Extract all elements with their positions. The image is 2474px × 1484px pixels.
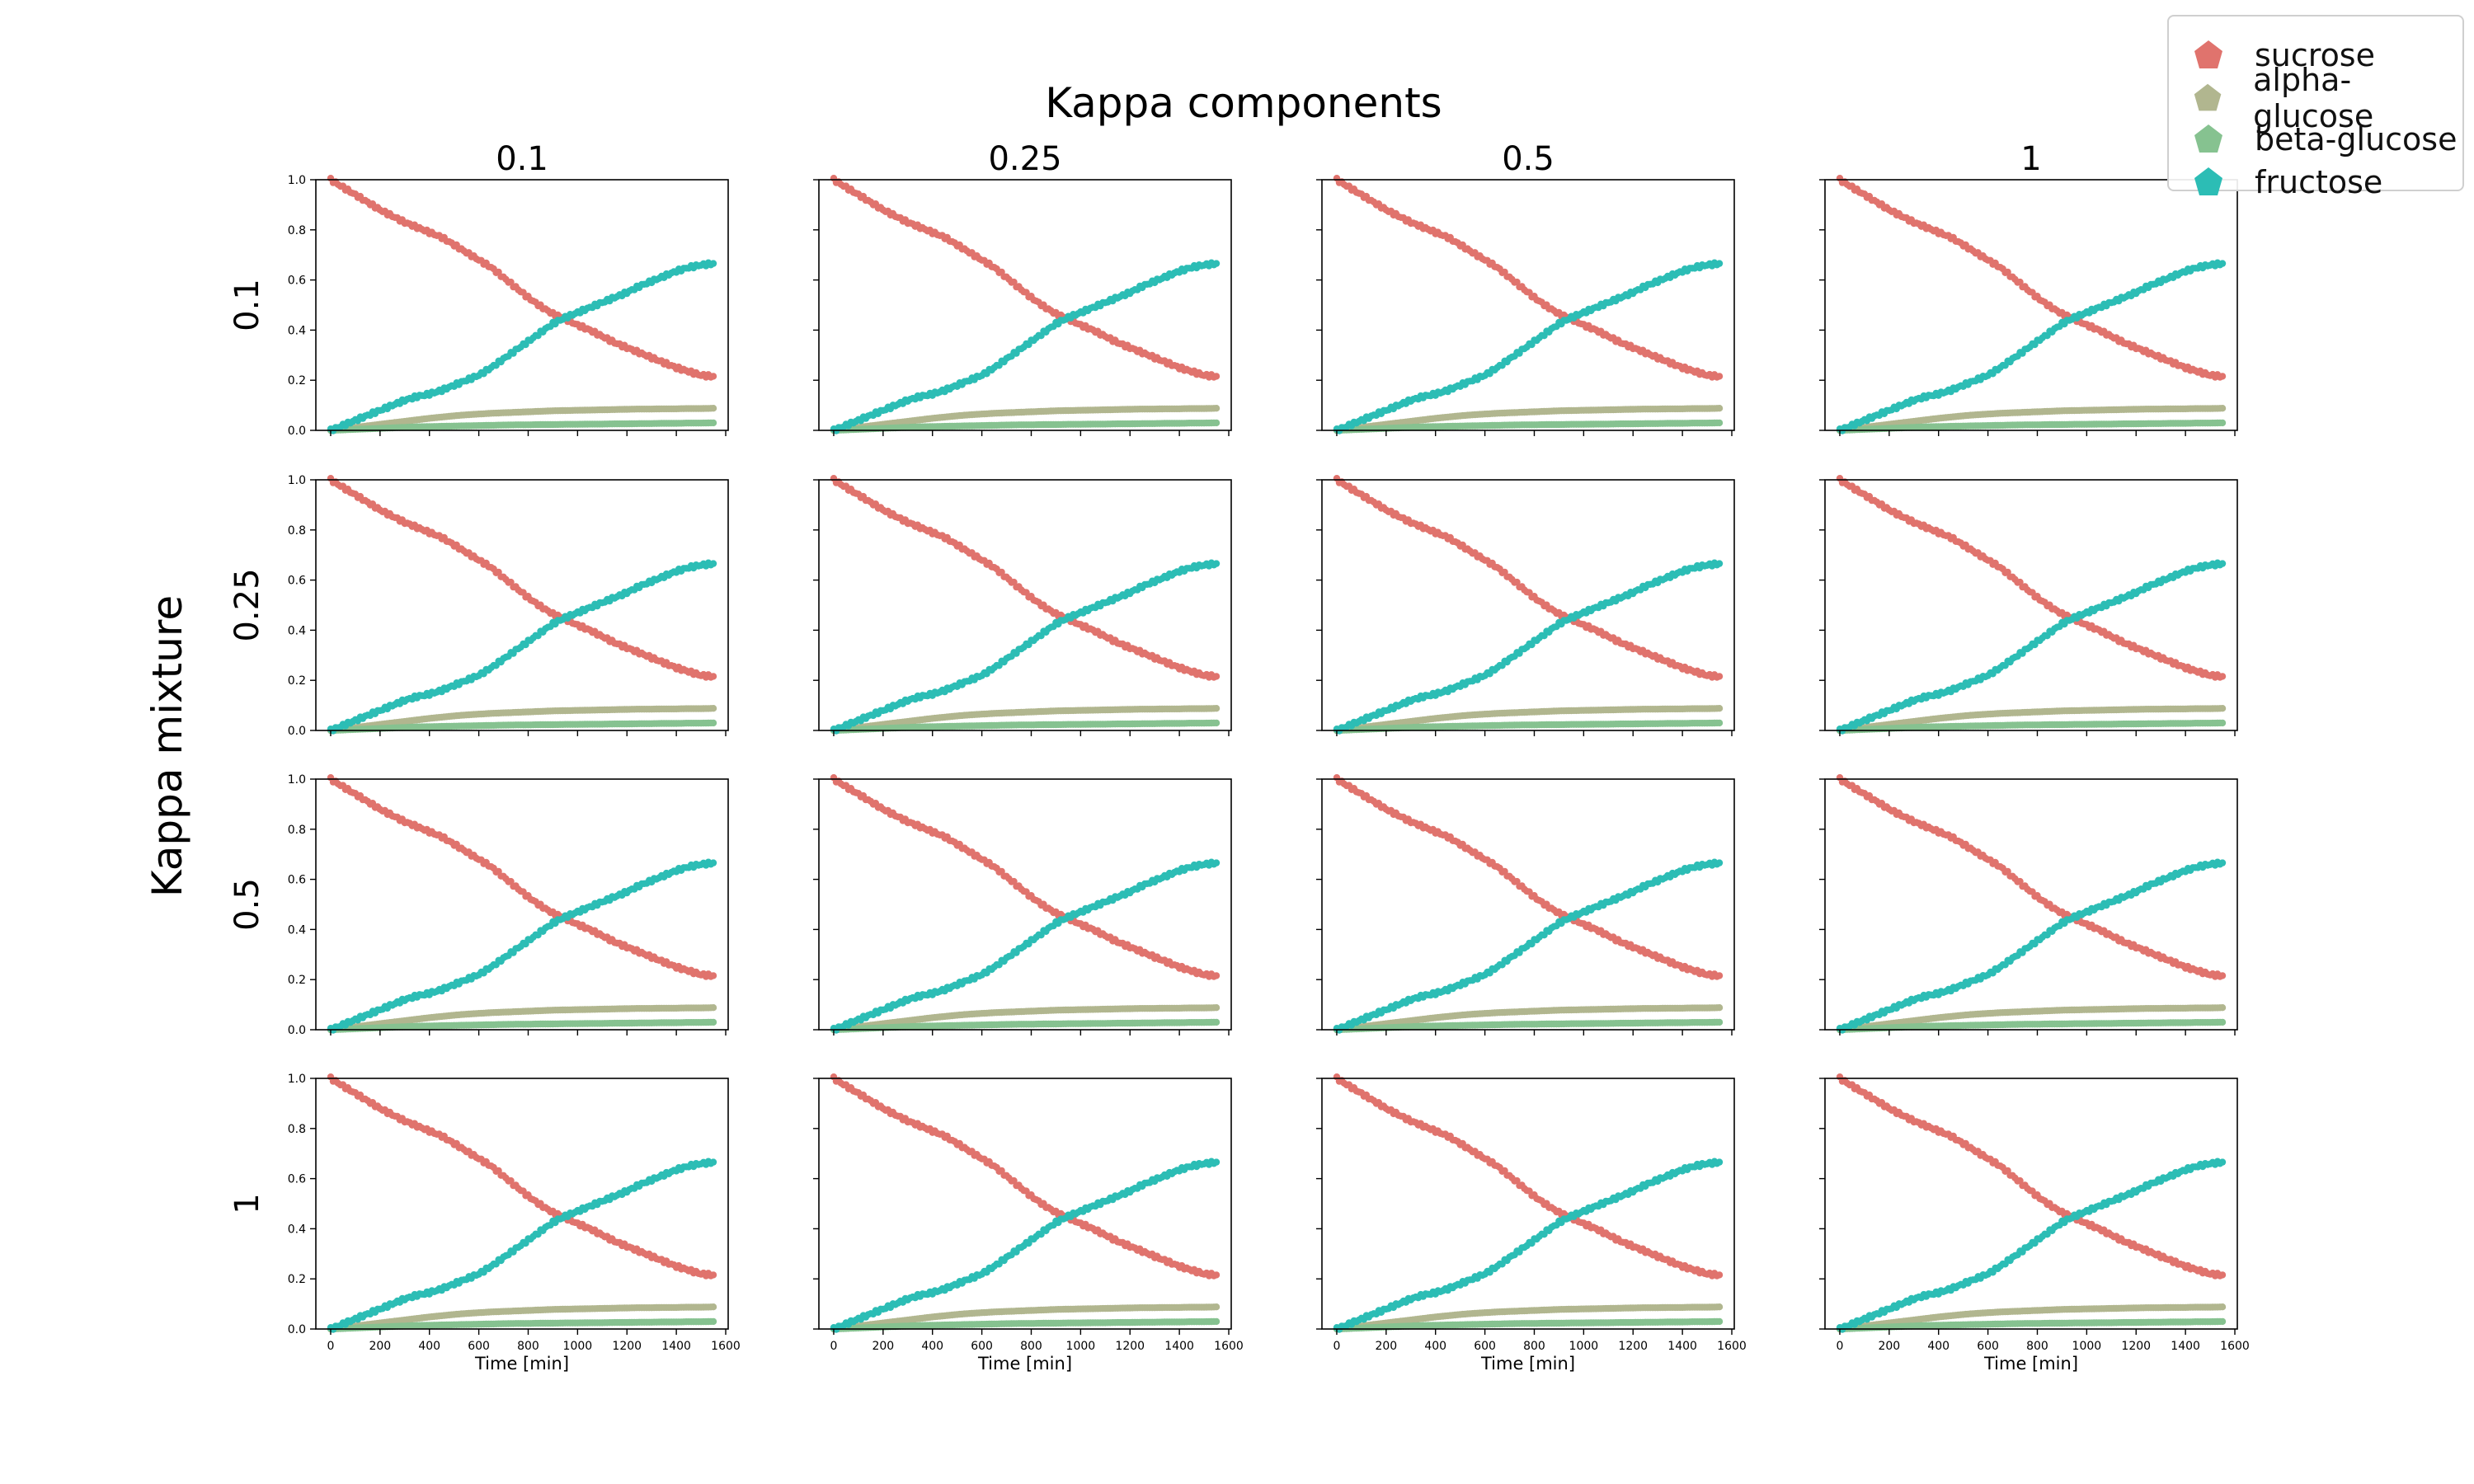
data-point bbox=[1212, 260, 1221, 267]
data-point bbox=[709, 405, 717, 412]
y-tick-label: 0.0 bbox=[288, 725, 306, 738]
data-point bbox=[2218, 419, 2227, 427]
data-point bbox=[2218, 405, 2227, 412]
data-point bbox=[1212, 673, 1221, 680]
axes-frame bbox=[818, 479, 1232, 731]
y-tick-label: 0.8 bbox=[288, 224, 306, 237]
series-fructose bbox=[1333, 259, 1724, 434]
subplot-r1-c1: 0.0 0.2 0.4 0.6 0.8 1.0 0.1 0.1 bbox=[228, 140, 729, 438]
data-point bbox=[1715, 405, 1724, 412]
axes-frame bbox=[315, 179, 729, 431]
data-point bbox=[709, 260, 717, 267]
series-fructose bbox=[327, 259, 717, 434]
y-tick-label: 0.2 bbox=[288, 374, 306, 387]
y-tick-label: 1.0 bbox=[288, 174, 306, 187]
y-tick-label: 0.8 bbox=[288, 524, 306, 538]
data-point bbox=[709, 560, 717, 567]
y-tick-label: 0.0 bbox=[288, 425, 306, 438]
data-point bbox=[1212, 405, 1221, 412]
data-point bbox=[2218, 260, 2227, 267]
data-point bbox=[1715, 373, 1724, 380]
y-tick-label: 0.4 bbox=[288, 624, 306, 637]
data-point bbox=[1715, 419, 1724, 427]
data-point bbox=[709, 373, 717, 380]
data-point bbox=[1212, 373, 1221, 380]
data-point bbox=[1715, 705, 1724, 712]
subplot-r2-c1: 0.0 0.2 0.4 0.6 0.8 1.0 0.25 bbox=[228, 474, 729, 738]
row-axis-label: Kappa mixture bbox=[143, 595, 191, 897]
series-sucrose bbox=[327, 175, 717, 381]
data-point bbox=[1715, 560, 1724, 567]
column-title: 0.25 bbox=[988, 140, 1061, 178]
y-tick-label: 0.6 bbox=[288, 275, 306, 288]
data-point bbox=[709, 673, 717, 680]
series-fructose bbox=[830, 259, 1221, 434]
series-sucrose bbox=[830, 175, 1221, 381]
axes-frame bbox=[1321, 479, 1735, 731]
axes-frame bbox=[818, 179, 1232, 431]
series-alpha-glucose bbox=[1333, 405, 1724, 434]
data-point bbox=[1715, 673, 1724, 680]
data-point bbox=[1212, 560, 1221, 567]
axes-frame bbox=[315, 479, 729, 731]
data-point bbox=[1715, 719, 1724, 727]
column-title: 0.1 bbox=[496, 140, 548, 178]
column-title: 1 bbox=[2020, 140, 2041, 178]
row-title: 0.1 bbox=[228, 279, 266, 331]
data-point bbox=[2218, 373, 2227, 380]
data-point bbox=[709, 419, 717, 427]
y-tick-label: 0.4 bbox=[288, 324, 306, 337]
y-tick-label: 0.2 bbox=[288, 674, 306, 688]
axes-frame bbox=[1321, 179, 1735, 431]
data-point bbox=[1212, 419, 1221, 427]
y-tick-label: 0.6 bbox=[288, 575, 306, 588]
data-point bbox=[1212, 705, 1221, 712]
figure-suptitle: Kappa components bbox=[1045, 79, 1442, 127]
row-title: 0.25 bbox=[228, 568, 266, 641]
subplot-r2-c4 bbox=[1819, 475, 2238, 736]
subplot-r2-c3 bbox=[1316, 475, 1735, 736]
subplot-r1-c2: 0.25 bbox=[813, 140, 1232, 436]
subplot-r2-c2 bbox=[813, 475, 1232, 736]
data-point bbox=[709, 705, 717, 712]
column-title: 0.5 bbox=[1502, 140, 1554, 178]
data-point bbox=[709, 719, 717, 727]
axes-frame bbox=[1824, 179, 2238, 431]
data-point bbox=[1715, 260, 1724, 267]
subplot-r1-c3: 0.5 bbox=[1316, 140, 1735, 436]
data-point bbox=[2218, 705, 2227, 712]
data-point bbox=[2218, 673, 2227, 680]
y-tick-label: 1.0 bbox=[288, 474, 306, 487]
data-point bbox=[1212, 719, 1221, 727]
